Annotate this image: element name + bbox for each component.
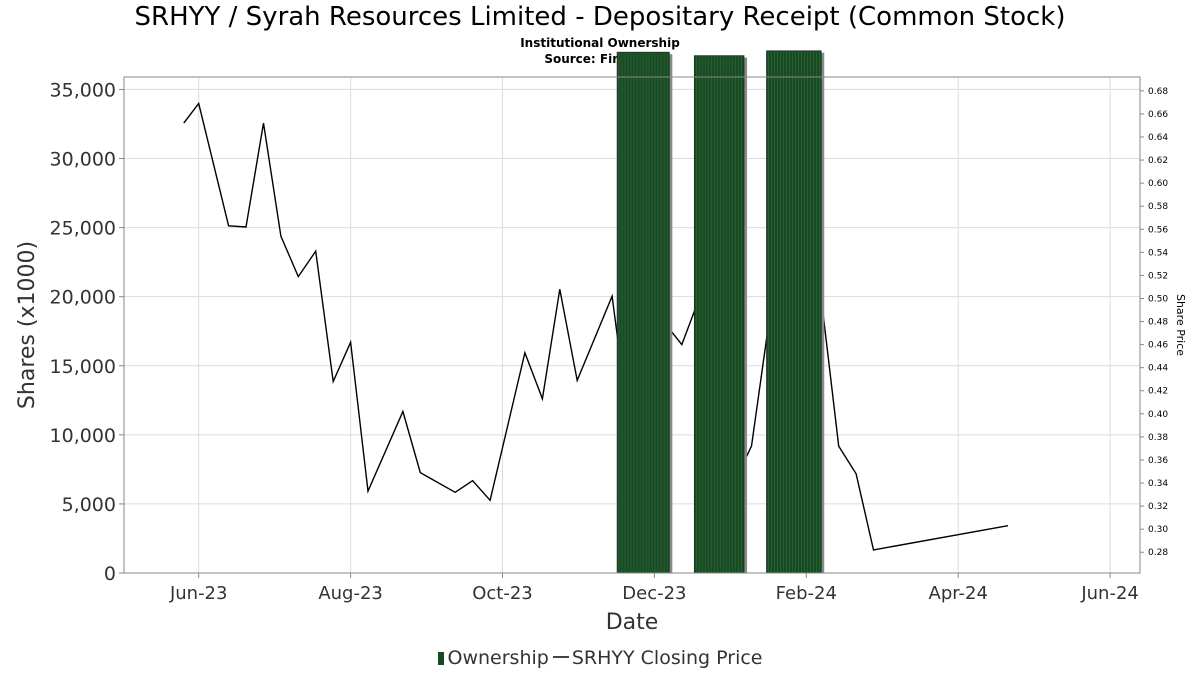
y-tick-label: 25,000 (50, 218, 116, 240)
x-axis-label: Date (606, 610, 659, 635)
y2-tick-label: 0.38 (1148, 433, 1168, 443)
y2-tick-label: 0.30 (1148, 525, 1168, 535)
y-tick-label: 5,000 (62, 494, 116, 516)
y2-tick-label: 0.40 (1148, 410, 1168, 420)
y2-tick-label: 0.64 (1148, 133, 1168, 143)
y2-tick-label: 0.60 (1148, 179, 1168, 189)
x-tick-label: Oct-23 (472, 583, 533, 604)
ownership-bars (616, 50, 825, 574)
y2-tick-label: 0.58 (1148, 202, 1168, 212)
y2-tick-label: 0.66 (1148, 110, 1168, 120)
y2-tick-label: 0.42 (1148, 387, 1168, 397)
legend-price-label: SRHYY Closing Price (571, 647, 763, 669)
y2-tick-label: 0.48 (1148, 318, 1168, 328)
y2-tick-label: 0.44 (1148, 364, 1168, 374)
y-tick-label: 15,000 (50, 356, 116, 378)
y2-tick-label: 0.52 (1148, 271, 1168, 281)
legend: Ownership SRHYY Closing Price (0, 647, 1200, 669)
price-line-group (183, 101, 1009, 551)
y-axis-left: 0 5,000 10,000 15,000 20,000 25,000 30,000 35,0… (50, 79, 124, 585)
y-tick-label: 20,000 (50, 287, 116, 309)
y-tick-label: 30,000 (50, 149, 116, 171)
legend-ownership-swatch (437, 652, 444, 665)
ownership-bar (693, 55, 745, 574)
y2-tick-label: 0.36 (1148, 456, 1168, 466)
x-tick-label: Dec-23 (622, 583, 686, 604)
ownership-bar (766, 50, 822, 574)
legend-ownership-label: Ownership (447, 647, 549, 669)
y2-tick-label: 0.34 (1148, 479, 1168, 489)
x-axis: Jun-23 Aug-23 Oct-23 Dec-23 Feb-24 Apr-24 Jun-… (169, 573, 1139, 604)
chart-subtitle: Institutional Ownership (520, 36, 680, 50)
x-tick-label: Jun-23 (169, 583, 228, 604)
y-tick-label: 0 (104, 563, 116, 585)
y2-tick-label: 0.62 (1148, 156, 1168, 166)
y2-tick-label: 0.54 (1148, 248, 1168, 258)
y2-tick-label: 0.32 (1148, 502, 1168, 512)
y2-tick-label: 0.28 (1148, 548, 1168, 558)
y2-axis-label: Share Price (1174, 294, 1187, 356)
y2-tick-label: 0.56 (1148, 225, 1168, 235)
y2-tick-label: 0.68 (1148, 87, 1168, 97)
legend-price-swatch (552, 656, 569, 658)
plot-area-border (123, 76, 1141, 574)
x-tick-label: Feb-24 (776, 583, 837, 604)
y-axis-label: Shares (x1000) (15, 241, 40, 409)
y2-tick-label: 0.46 (1148, 341, 1168, 351)
y-axis-right: 0.28 0.30 0.32 0.34 0.36 0.38 0.40 0.42 0.44 0.46… (1140, 87, 1168, 558)
price-line (183, 101, 1009, 551)
x-tick-label: Jun-24 (1080, 583, 1139, 604)
x-tick-label: Apr-24 (929, 583, 988, 604)
chart-title: SRHYY / Syrah Resources Limited - Deposi… (134, 2, 1066, 32)
x-tick-label: Aug-23 (318, 583, 383, 604)
y-tick-label: 10,000 (50, 425, 116, 447)
y2-tick-label: 0.50 (1148, 294, 1168, 304)
y-tick-label: 35,000 (50, 79, 116, 101)
